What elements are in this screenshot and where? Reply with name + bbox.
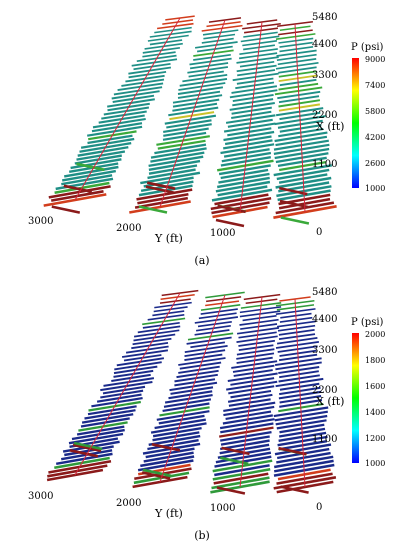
x-tick: 1100 [312, 434, 337, 445]
colorbar-tick: 1600 [365, 382, 385, 391]
fracture [141, 471, 171, 480]
y-axis-label: Y (ft) [154, 507, 183, 520]
fracture [280, 216, 310, 225]
colorbar-tick: 1400 [365, 408, 385, 417]
wellbore [294, 298, 306, 488]
x-tick: 4400 [312, 314, 337, 325]
wells-group [43, 15, 337, 228]
fracture-model-plot-b: 5480 4400 3300 2200 1100 0 X (ft) 3000 2… [28, 287, 385, 520]
fracture [51, 205, 81, 214]
fracture [76, 162, 105, 172]
colorbar [352, 58, 359, 188]
fracture [216, 486, 246, 495]
y-tick: 2000 [116, 498, 141, 509]
colorbar-tick: 9000 [365, 55, 385, 64]
fracture [220, 456, 249, 466]
fracture [279, 199, 309, 209]
x-tick: 5480 [312, 12, 337, 23]
x-tick: 4400 [312, 39, 337, 50]
x-tick: 3300 [312, 345, 337, 356]
fracture [69, 449, 99, 458]
fracture-model-plot-a: 5480 4400 3300 2200 1100 0 X (ft) 3000 2… [28, 12, 385, 245]
fracture [217, 204, 246, 214]
wellbore [74, 17, 181, 201]
x-tick: 0 [316, 502, 322, 513]
x-tick: 1100 [312, 159, 337, 170]
colorbar-tick: 2000 [365, 330, 385, 339]
fracture [215, 218, 245, 228]
colorbar-tick: 1000 [365, 459, 385, 468]
wellbore [159, 294, 226, 483]
panel-a: 5480 4400 3300 2200 1100 0 X (ft) 3000 2… [28, 12, 385, 267]
x-axis-label: X (ft) [316, 120, 344, 133]
x-tick: 3300 [312, 70, 337, 81]
y-axis-label: Y (ft) [154, 232, 183, 245]
colorbar-tick: 4200 [365, 133, 385, 142]
fracture [146, 181, 176, 190]
x-tick: 5480 [312, 287, 337, 298]
colorbar-tick: 7400 [365, 81, 385, 90]
colorbar-tick: 1000 [365, 184, 385, 193]
x-tick: 2200 [312, 385, 337, 396]
y-tick: 2000 [116, 223, 141, 234]
x-axis-label: X (ft) [316, 395, 344, 408]
y-tick: 1000 [210, 503, 235, 514]
fracture [279, 186, 308, 196]
y-tick: 1000 [210, 228, 235, 239]
wellbore [239, 21, 263, 213]
fracture [72, 443, 102, 453]
colorbar-tick: 5800 [365, 107, 385, 116]
colorbar-title: P (psi) [351, 317, 384, 328]
colorbar-title: P (psi) [351, 42, 384, 53]
wellbore [74, 292, 181, 476]
fracture [221, 446, 250, 456]
caption-b: (b) [194, 529, 210, 542]
x-tick: 0 [316, 227, 322, 238]
y-tick: 3000 [28, 491, 53, 502]
colorbar-tick: 1800 [365, 356, 385, 365]
colorbar-tick: 1200 [365, 434, 385, 443]
colorbar [352, 333, 359, 463]
fracture [280, 485, 309, 494]
wellbore [239, 296, 263, 488]
x-tick: 2200 [312, 110, 337, 121]
fracture [63, 184, 93, 194]
fracture [138, 205, 168, 214]
wells-group [46, 289, 337, 495]
fracture [73, 441, 103, 451]
wellbore [159, 19, 226, 208]
y-tick: 3000 [28, 216, 53, 227]
fracture [278, 446, 307, 456]
wellbore [294, 23, 306, 213]
fracture [151, 443, 181, 452]
fracture [145, 185, 175, 194]
caption-a: (a) [194, 254, 210, 267]
fracture [142, 468, 172, 478]
colorbar-tick: 2600 [365, 159, 385, 168]
panel-b: 5480 4400 3300 2200 1100 0 X (ft) 3000 2… [0, 275, 404, 550]
